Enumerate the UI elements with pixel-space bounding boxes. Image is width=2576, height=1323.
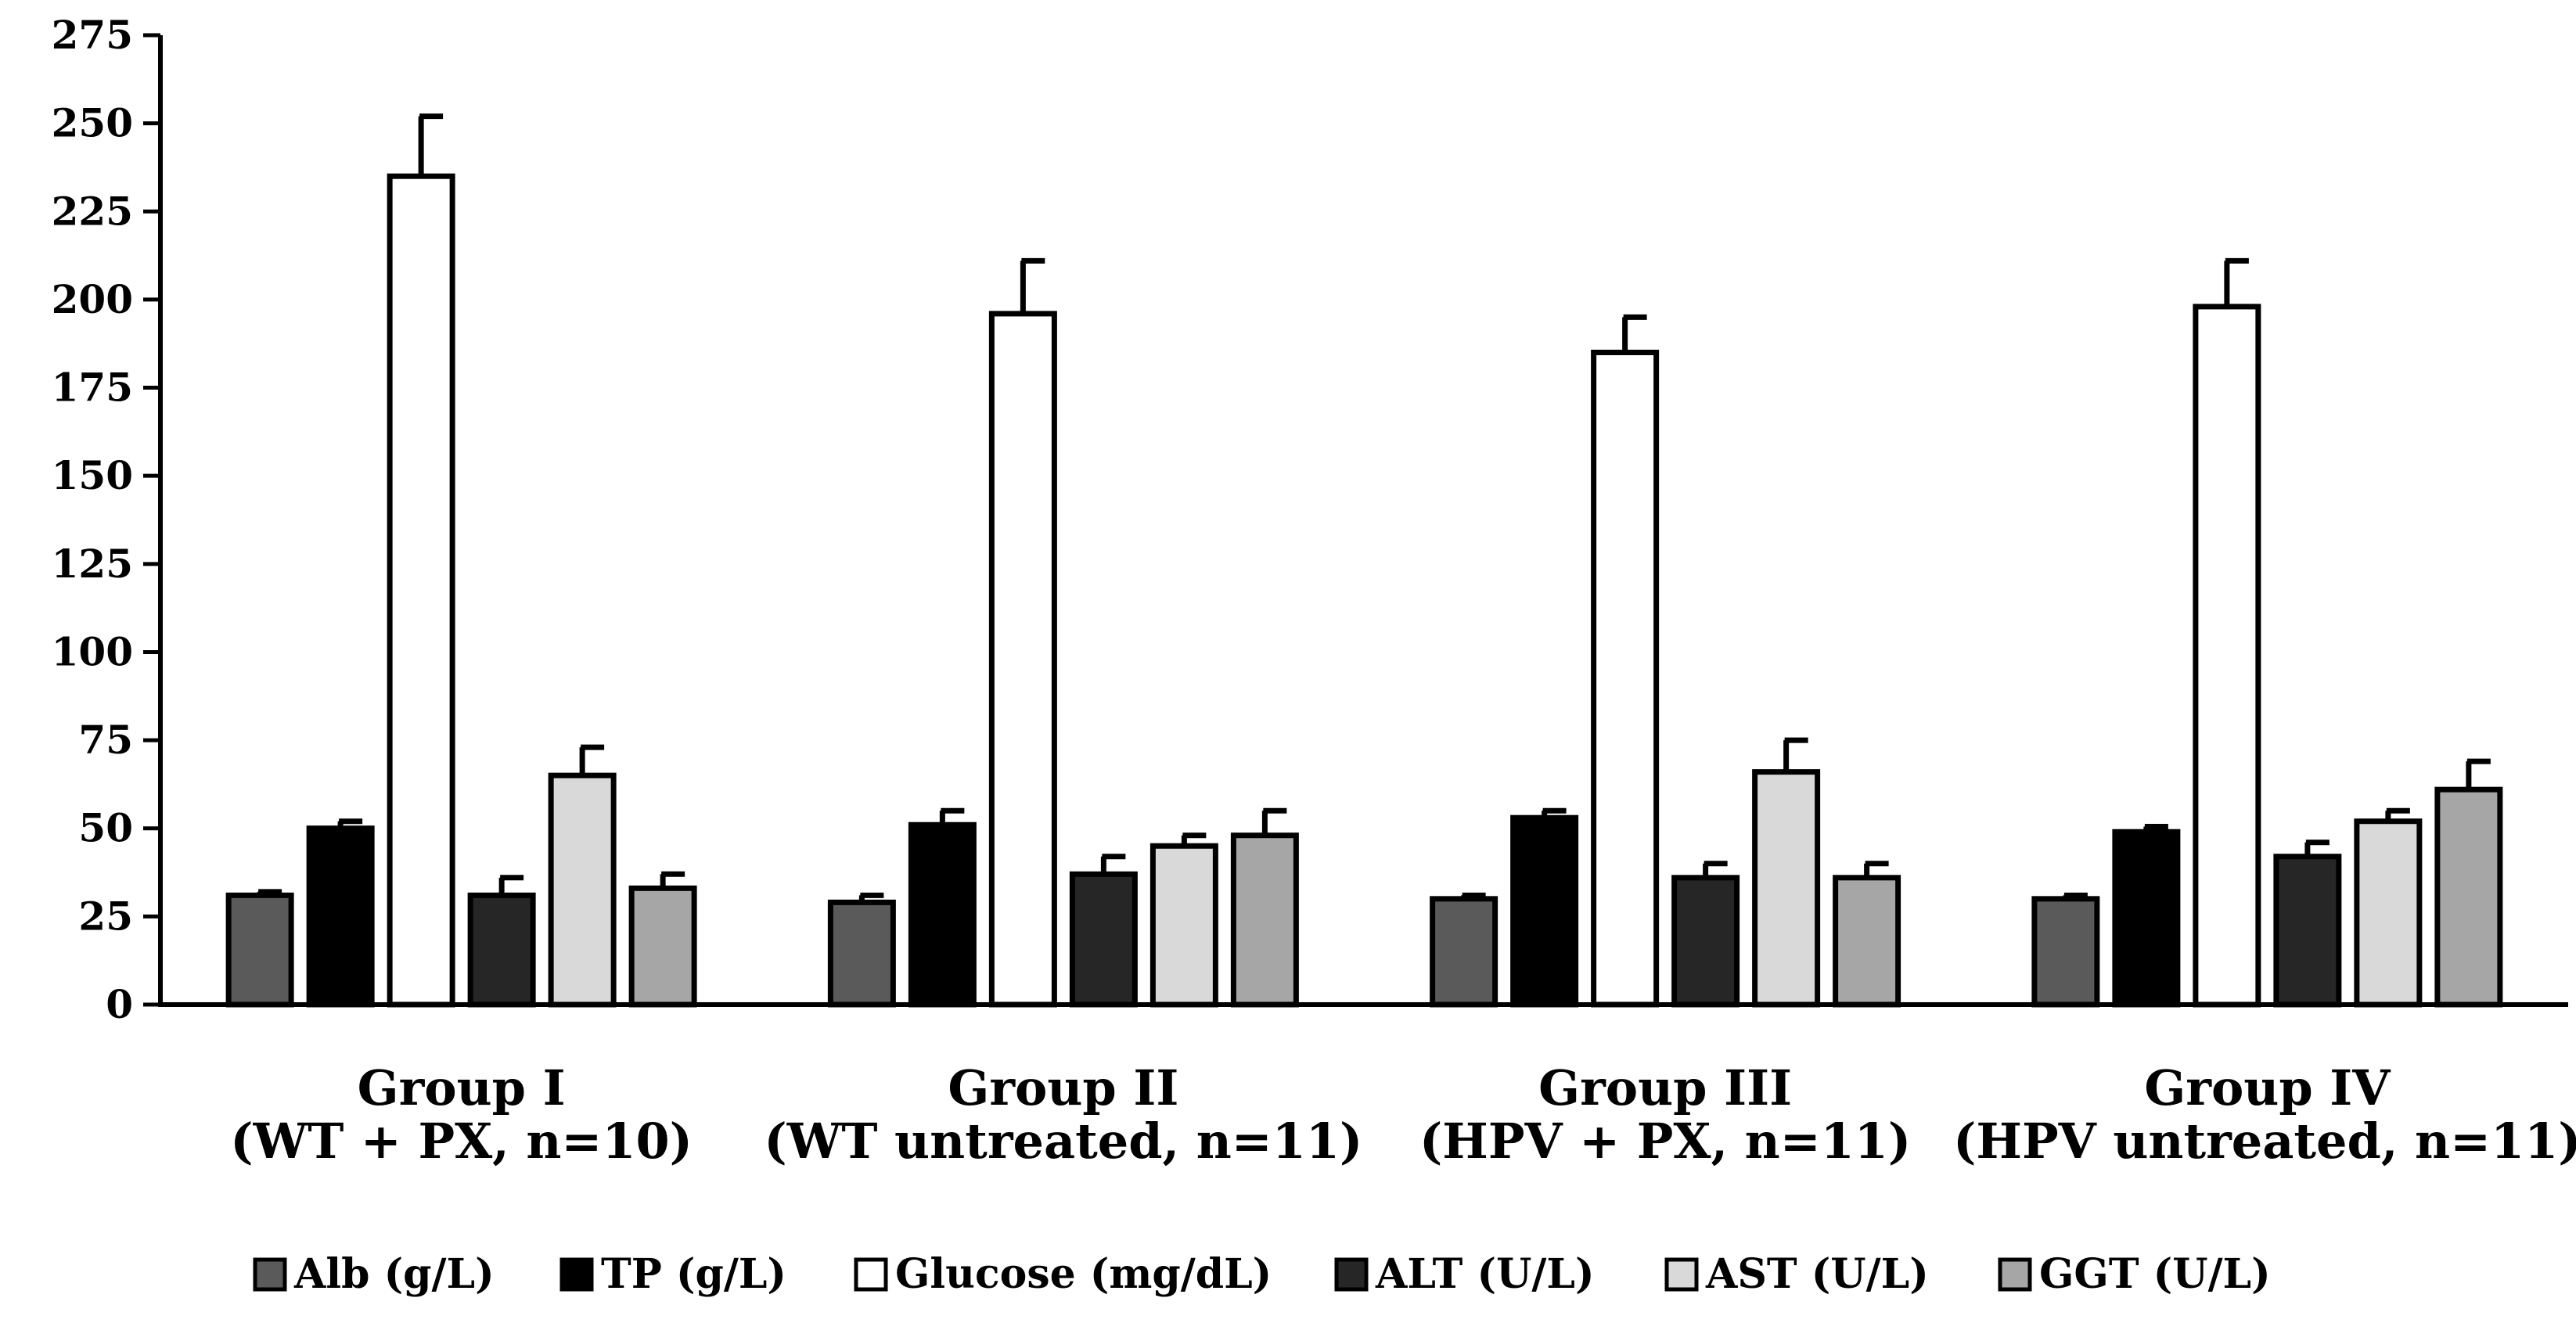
bar-ggt-group-2 [1230,832,1299,1008]
category-label-group-3-name: Group III [1538,1059,1792,1116]
bar-tp-group-2 [908,821,977,1008]
bar-ast-group-3 [1752,769,1821,1008]
bar-alb-group-4 [2031,896,2100,1008]
category-label-group-4-name: Group IV [2144,1059,2391,1116]
bar-glucose-group-1 [387,173,455,1008]
y-tick-label-200: 200 [52,276,133,322]
y-tick-label-125: 125 [52,541,133,587]
legend-label-ggt: GGT (U/L) [2039,1250,2271,1298]
axes-layer [143,33,2568,1007]
y-tick-label-150: 150 [52,452,133,498]
bar-ast-group-1 [548,772,617,1008]
y-tick-label-100: 100 [52,628,133,674]
y-tick-label-25: 25 [78,893,133,939]
legend-label-ast: AST (U/L) [1705,1250,1929,1298]
category-label-group-4-detail: (HPV untreated, n=11) [1953,1113,2576,1170]
bar-tp-group-1 [306,825,375,1008]
bar-alb-group-3 [1430,896,1498,1008]
y-tick-labels: 0 25 50 75 100 125 150 175 200 225 250 275 [52,12,133,1027]
bar-glucose-group-3 [1591,349,1660,1008]
legend-swatch-ggt [1998,1257,2032,1292]
legend-label-alb: Alb (g/L) [293,1250,495,1298]
y-tick-label-250: 250 [52,100,133,146]
bar-ggt-group-1 [628,885,697,1008]
bar-ggt-group-4 [2434,786,2503,1008]
legend-swatch-glucose [854,1257,888,1292]
legend-label-alt: ALT (U/L) [1375,1250,1595,1298]
category-label-group-3-detail: (HPV + PX, n=11) [1419,1113,1911,1170]
bar-ggt-group-3 [1833,875,1901,1008]
bar-alt-group-1 [467,892,536,1008]
legend-label-tp: TP (g/L) [601,1250,786,1298]
bar-alt-group-3 [1671,875,1740,1008]
legend-swatch-ast [1664,1257,1699,1292]
legend-swatch-alb [253,1257,287,1292]
legend: Alb (g/L) TP (g/L) Glucose (mg/dL) ALT (U/L… [253,1250,2271,1298]
bars-layer [225,173,2503,1008]
legend-swatch-alt [1334,1257,1369,1292]
x-category-labels: Group I(WT + PX, n=10) Group II(WT untrea… [230,1059,2576,1170]
bar-tp-group-3 [1510,814,1579,1008]
y-tick-label-175: 175 [52,365,133,411]
bar-ast-group-2 [1149,843,1218,1008]
bar-alb-group-1 [225,892,294,1008]
y-tick-label-275: 275 [52,12,133,58]
y-tick-label-75: 75 [78,717,133,763]
bar-alt-group-4 [2273,854,2342,1008]
bar-ast-group-4 [2354,818,2423,1008]
error-bars-layer [257,113,2491,903]
y-tick-label-225: 225 [52,188,133,234]
category-label-group-1-name: Group I [358,1059,566,1116]
bar-glucose-group-4 [2193,304,2261,1008]
legend-label-glucose: Glucose (mg/dL) [895,1250,1272,1298]
y-tick-label-0: 0 [106,981,133,1027]
bar-alb-group-2 [827,899,896,1008]
category-label-group-1-detail: (WT + PX, n=10) [230,1113,693,1170]
legend-swatch-tp [559,1257,594,1292]
category-label-group-2-detail: (WT untreated, n=11) [764,1113,1362,1170]
category-label-group-2-name: Group II [948,1059,1178,1116]
y-tick-label-50: 50 [78,805,133,851]
bar-glucose-group-2 [988,311,1057,1008]
bar-tp-group-4 [2112,829,2181,1008]
bar-alt-group-2 [1069,871,1138,1008]
